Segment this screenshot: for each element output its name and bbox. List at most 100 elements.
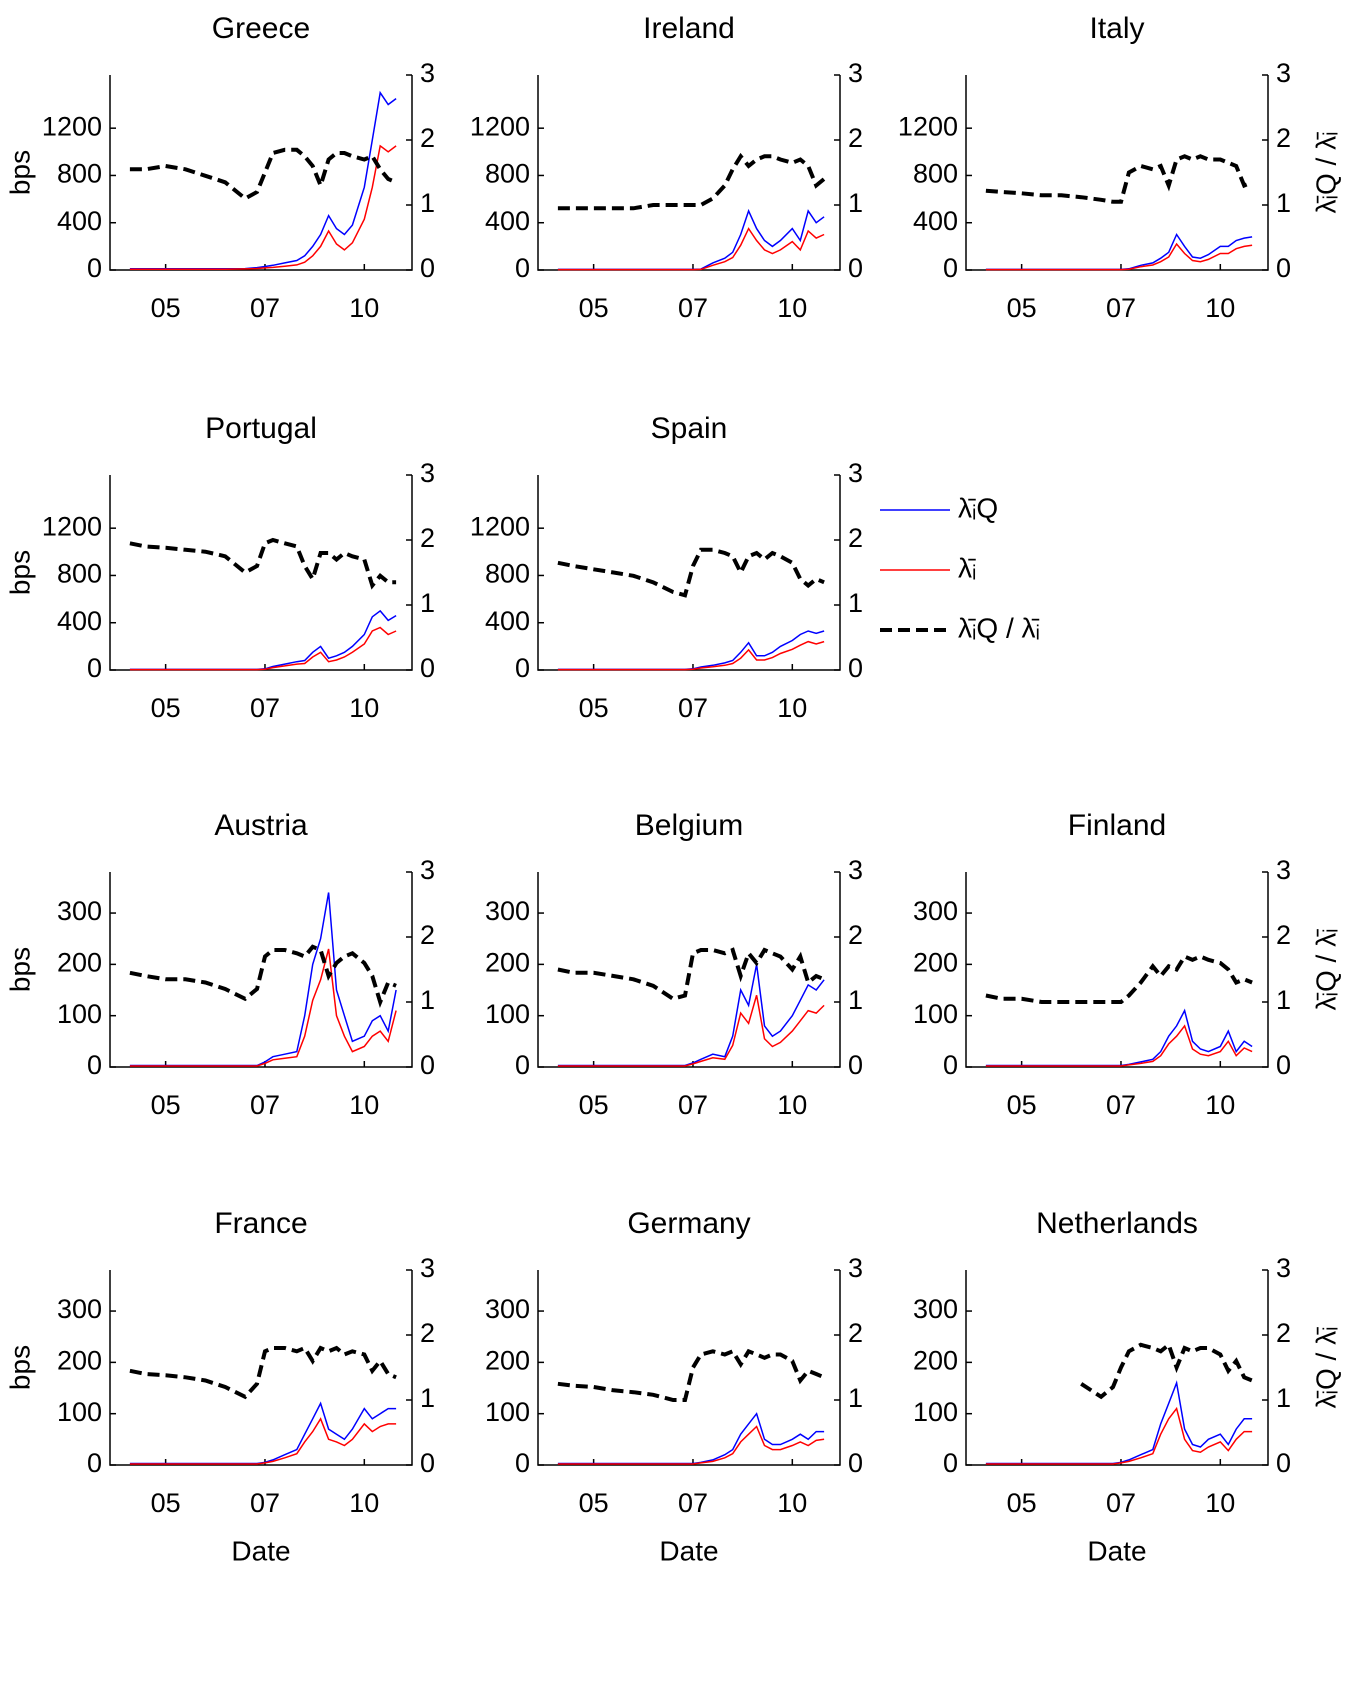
x-tick-label: 05	[151, 293, 181, 323]
y2-tick-label: 0	[848, 253, 863, 283]
y-tick-label: 200	[913, 1345, 958, 1375]
x-tick-label: 05	[1007, 1488, 1037, 1518]
y2-tick-label: 1	[420, 188, 435, 218]
y2-tick-label: 2	[420, 523, 435, 553]
chart-title: Netherlands	[1036, 1207, 1198, 1240]
x-tick-label: 10	[777, 1090, 807, 1120]
axis-frame	[537, 75, 841, 271]
y2-tick-label: 0	[420, 653, 435, 683]
x-tick-label: 10	[349, 1090, 379, 1120]
y-tick-label: 400	[485, 606, 530, 636]
y-tick-label: 400	[485, 206, 530, 236]
y-axis-label: bps	[4, 550, 35, 595]
x-tick-label: 10	[777, 693, 807, 723]
y2-tick-label: 0	[420, 253, 435, 283]
series-line	[129, 1417, 397, 1465]
y2-tick-label: 3	[1276, 1253, 1291, 1283]
y-axis-label: bps	[4, 947, 35, 992]
x-tick-label: 07	[250, 1488, 280, 1518]
chart-title: Spain	[651, 412, 728, 445]
x-tick-label: 10	[349, 693, 379, 723]
y2-tick-label: 2	[420, 920, 435, 950]
x-tick-label: 10	[777, 293, 807, 323]
y2-tick-label: 3	[1276, 855, 1291, 885]
y-tick-label: 0	[87, 653, 102, 683]
y2-tick-label: 3	[420, 458, 435, 488]
y-tick-label: 0	[943, 1448, 958, 1478]
y-tick-label: 0	[87, 1448, 102, 1478]
y-tick-label: 0	[943, 253, 958, 283]
series-line	[557, 964, 825, 1067]
y2-tick-label: 1	[1276, 1383, 1291, 1413]
y2-tick-label: 3	[420, 58, 435, 88]
x-axis-label: Date	[659, 1535, 718, 1566]
y-tick-label: 100	[913, 1397, 958, 1427]
series-line	[557, 994, 825, 1067]
y-tick-label: 0	[943, 1050, 958, 1080]
x-tick-label: 10	[349, 1488, 379, 1518]
y2-tick-label: 1	[848, 1383, 863, 1413]
y-tick-label: 200	[913, 947, 958, 977]
legend-label: λ̄ᵢQ	[958, 492, 998, 523]
y2-tick-label: 0	[1276, 1448, 1291, 1478]
x-tick-label: 10	[349, 293, 379, 323]
y-tick-label: 400	[57, 206, 102, 236]
axis-frame	[537, 1270, 841, 1466]
y2-tick-label: 0	[848, 1448, 863, 1478]
series-line	[985, 1008, 1253, 1067]
x-tick-label: 05	[151, 693, 181, 723]
y-axis-label: bps	[4, 1345, 35, 1390]
y2-tick-label: 3	[848, 458, 863, 488]
y-tick-label: 400	[57, 606, 102, 636]
y2-tick-label: 3	[848, 1253, 863, 1283]
ratio-line	[1080, 1341, 1253, 1400]
series-line	[557, 1412, 825, 1465]
series-line	[985, 232, 1253, 271]
chart-title: Belgium	[635, 809, 743, 842]
y-tick-label: 1200	[898, 111, 958, 141]
y-tick-label: 100	[485, 1397, 530, 1427]
y2-tick-label: 1	[1276, 188, 1291, 218]
y2-tick-label: 2	[1276, 123, 1291, 153]
y2-tick-label: 2	[848, 1318, 863, 1348]
y2-tick-label: 0	[848, 1050, 863, 1080]
y2-tick-label: 2	[848, 920, 863, 950]
series-line	[557, 1425, 825, 1465]
ratio-line	[557, 947, 825, 1001]
y2-tick-label: 0	[848, 653, 863, 683]
y2-axis-label: λ̄ᵢQ / λ̄ᵢ	[1310, 1327, 1341, 1409]
y2-tick-label: 3	[420, 1253, 435, 1283]
x-tick-label: 05	[1007, 1090, 1037, 1120]
y-tick-label: 0	[515, 1448, 530, 1478]
y-tick-label: 300	[913, 1294, 958, 1324]
x-tick-label: 05	[579, 1488, 609, 1518]
series-line	[985, 1380, 1253, 1465]
ratio-line	[129, 147, 397, 201]
ratio-line	[129, 537, 397, 590]
chart-title: Ireland	[643, 12, 735, 45]
y2-tick-label: 3	[420, 855, 435, 885]
axis-frame	[537, 872, 841, 1068]
y2-tick-label: 1	[848, 188, 863, 218]
y2-tick-label: 1	[1276, 985, 1291, 1015]
ratio-line	[557, 547, 825, 598]
ratio-line	[129, 1345, 397, 1400]
y-tick-label: 800	[57, 559, 102, 589]
series-line	[557, 227, 825, 271]
series-line	[557, 208, 825, 271]
x-tick-label: 07	[1106, 1488, 1136, 1518]
chart-title: Germany	[627, 1207, 750, 1240]
axis-frame	[109, 75, 413, 271]
x-tick-label: 10	[1205, 1090, 1235, 1120]
axis-frame	[965, 872, 1269, 1068]
y2-tick-label: 2	[1276, 920, 1291, 950]
y2-tick-label: 3	[848, 855, 863, 885]
ratio-line	[985, 154, 1253, 204]
x-tick-label: 05	[1007, 293, 1037, 323]
y-tick-label: 200	[57, 1345, 102, 1375]
series-line	[129, 144, 397, 270]
y-tick-label: 200	[485, 947, 530, 977]
chart-title: France	[214, 1207, 307, 1240]
y-tick-label: 100	[913, 999, 958, 1029]
